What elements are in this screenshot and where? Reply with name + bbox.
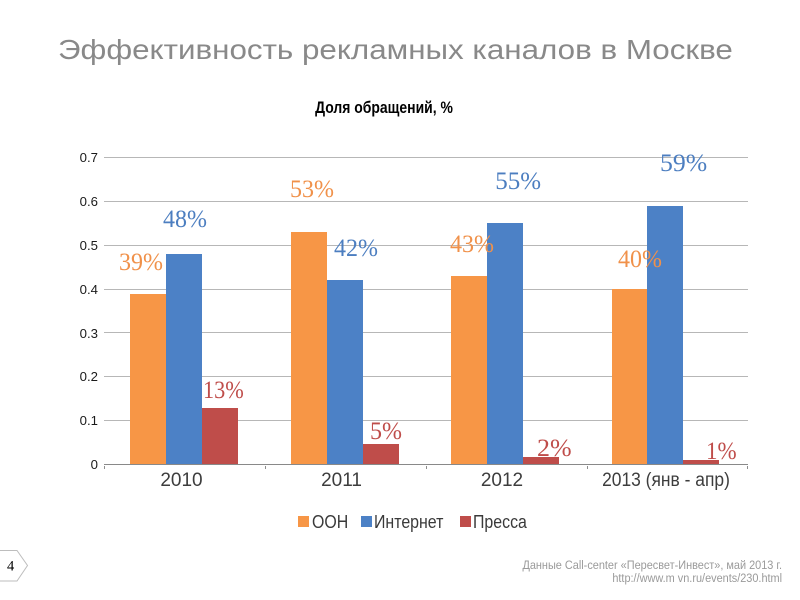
- svg-text:4: 4: [7, 559, 15, 575]
